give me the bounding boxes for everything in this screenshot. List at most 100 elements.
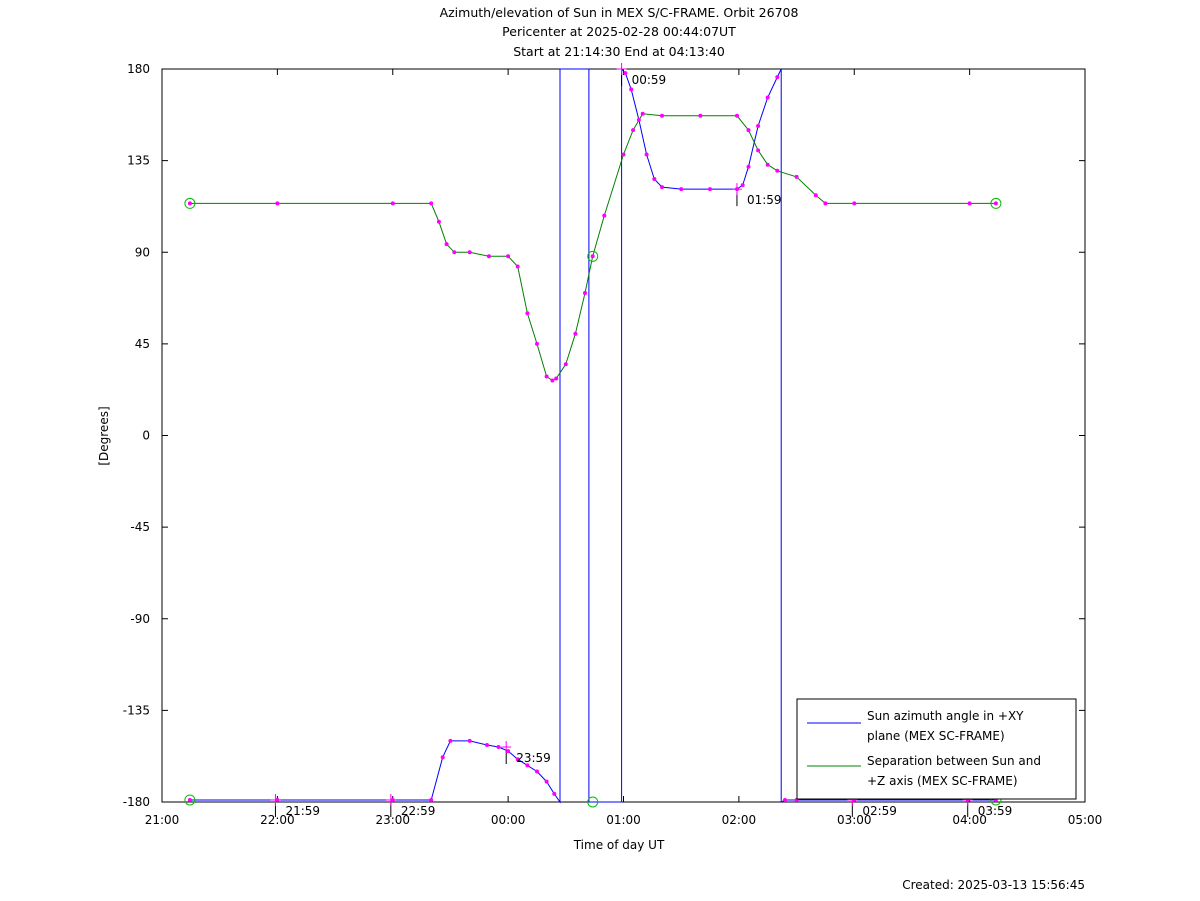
data-point [756, 148, 761, 153]
y-tick-label: 180 [127, 62, 150, 76]
data-point [775, 168, 780, 173]
legend-label-azimuth-line-2: plane (MEX SC-FRAME) [867, 729, 1005, 743]
y-tick-label: -135 [123, 703, 150, 717]
data-point [187, 201, 192, 206]
data-point [967, 201, 972, 206]
y-tick-label: -90 [130, 612, 150, 626]
data-point [602, 213, 607, 218]
data-point [644, 152, 649, 157]
data-point [563, 362, 568, 367]
legend-label-separation-line-1: Separation between Sun and [867, 754, 1041, 768]
data-point [740, 183, 745, 188]
data-point [765, 162, 770, 167]
data-point [525, 763, 530, 768]
data-point [679, 187, 684, 192]
annotation-label: 01:59 [747, 193, 782, 207]
data-point [794, 174, 799, 179]
data-point [390, 201, 395, 206]
data-point [629, 87, 634, 92]
data-point [429, 798, 434, 802]
data-point [735, 113, 739, 118]
legend: Sun azimuth angle in +XY plane (MEX SC-F… [796, 698, 1077, 800]
axes: 21:00 22:00 23:00 00:00 01:00 02:00 03:00 04:00… [123, 62, 1103, 827]
data-point [448, 738, 453, 743]
data-point [583, 291, 587, 295]
data-point [444, 242, 449, 247]
data-point [765, 95, 770, 100]
data-point [813, 193, 818, 198]
annotation-label: 03:59 [978, 804, 1013, 818]
marker-layer [184, 71, 1002, 808]
data-point [852, 201, 857, 206]
y-tick-label: 135 [127, 154, 150, 168]
data-point [590, 254, 595, 259]
marker-circle [587, 250, 599, 262]
series-line-separation [189, 113, 996, 382]
x-tick-label: 04:00 [952, 813, 987, 827]
data-point [698, 113, 703, 118]
marker-circle [184, 197, 196, 209]
data-point [993, 201, 998, 206]
legend-box [796, 698, 1077, 800]
data-point [652, 177, 657, 181]
annotation-label: 22:59 [401, 804, 436, 818]
data-point [746, 128, 751, 133]
y-tick-label: -180 [123, 795, 150, 809]
data-point [783, 798, 787, 802]
data-point [525, 311, 530, 316]
y-tick-label: 45 [135, 337, 150, 351]
chart-title-line-1: Azimuth/elevation of Sun in MEX S/C-FRAM… [440, 5, 799, 20]
annotation-label: 21:59 [285, 804, 320, 818]
chart-title-line-3: Start at 21:14:30 End at 04:13:40 [513, 44, 725, 59]
data-point [506, 749, 511, 754]
data-point [660, 113, 664, 118]
y-tick-label: -45 [130, 520, 150, 534]
data-point [535, 341, 539, 346]
data-point [550, 378, 555, 383]
series-layer [189, 67, 996, 804]
data-point [552, 791, 557, 796]
y-axis-label: [Degrees] [97, 406, 111, 465]
data-point [452, 250, 457, 255]
data-point [485, 743, 489, 747]
marker-circle [587, 796, 599, 808]
x-tick-label: 03:00 [837, 813, 872, 827]
annotation-label: 00:59 [632, 73, 667, 87]
data-point [823, 201, 828, 206]
data-point [429, 201, 434, 206]
series-line-azimuth [189, 67, 996, 804]
data-point [496, 745, 501, 749]
y-tick-label: 90 [135, 245, 150, 259]
data-point [746, 164, 751, 169]
annotation-label: 02:59 [862, 804, 897, 818]
x-tick-label: 22:00 [260, 813, 295, 827]
marker-circle [990, 197, 1002, 209]
created-footer: Created: 2025-03-13 15:56:45 [902, 878, 1085, 892]
x-tick-label: 21:00 [145, 813, 180, 827]
data-point [506, 254, 511, 259]
data-point [486, 254, 491, 259]
data-point [515, 264, 520, 269]
data-point [440, 755, 445, 760]
x-axis-label: Time of day UT [573, 838, 665, 852]
x-tick-label: 23:00 [375, 813, 410, 827]
data-point [621, 152, 626, 157]
data-point [573, 331, 578, 336]
data-point [515, 757, 520, 762]
data-point [467, 250, 472, 255]
marker-circle [184, 794, 196, 806]
data-point [544, 374, 549, 379]
legend-label-separation-line-2: +Z axis (MEX SC-FRAME) [867, 774, 1018, 788]
data-point [640, 111, 645, 116]
data-point [554, 376, 559, 381]
y-tick-label: 0 [142, 429, 150, 443]
plot-area [161, 68, 1086, 803]
data-point [436, 219, 441, 224]
data-point [636, 117, 641, 122]
data-point [187, 798, 192, 802]
data-point [775, 75, 780, 80]
data-point [535, 769, 539, 774]
x-tick-label: 01:00 [606, 813, 641, 827]
x-tick-label: 00:00 [491, 813, 526, 827]
